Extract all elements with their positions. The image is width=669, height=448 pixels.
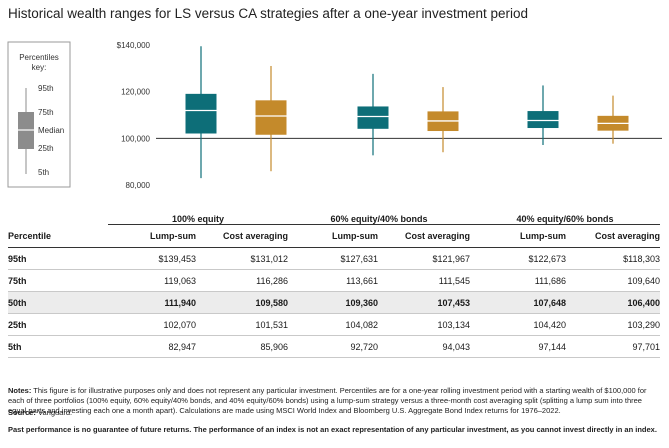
percentiles-key-title-1: Percentiles (19, 53, 59, 62)
table-cell: 119,063 (108, 269, 196, 292)
row-label: 95th (8, 247, 108, 270)
row-label: 25th (8, 313, 108, 336)
table-cell: 97,144 (470, 335, 566, 358)
table-cell: 82,947 (108, 335, 196, 358)
table-row: 5th 82,947 85,906 92,720 94,043 97,144 9… (8, 335, 660, 358)
table-cell: 111,940 (108, 291, 196, 314)
y-tick-label: 80,000 (126, 181, 151, 190)
group-header-100-equity: 100% equity (108, 206, 288, 225)
table-row: 75th 119,063 116,286 113,661 111,545 111… (8, 269, 660, 292)
table-cell: 107,648 (470, 291, 566, 314)
y-tick-label: 100,000 (121, 134, 150, 143)
group-header-40-60: 40% equity/60% bonds (470, 206, 660, 225)
col-header: Lump-sum (108, 224, 196, 248)
table-cell: 97,701 (566, 335, 660, 358)
table-cell: 94,043 (378, 335, 470, 358)
col-header: Lump-sum (470, 224, 566, 248)
key-label-95th: 95th (38, 84, 54, 93)
table-cell: $139,453 (108, 247, 196, 270)
table-cell: 111,686 (470, 269, 566, 292)
key-label-75th: 75th (38, 108, 54, 117)
key-label-5th: 5th (38, 168, 49, 177)
chart-title: Historical wealth ranges for LS versus C… (8, 6, 528, 21)
notes-label: Notes: (8, 386, 32, 395)
table-cell: 85,906 (196, 335, 288, 358)
col-header: Cost averaging (378, 224, 470, 248)
boxplot-chart: Percentiles key: 95th 75th Median 25th 5… (7, 41, 662, 190)
lump-sum-box (185, 93, 217, 134)
table-cell: 109,580 (196, 291, 288, 314)
percentile-header: Percentile (8, 224, 108, 248)
table-corner (8, 206, 108, 225)
source-line: Source: Vanguard. (8, 408, 72, 417)
table-row-median: 50th 111,940 109,580 109,360 107,453 107… (8, 291, 660, 314)
table-row: 95th $139,453 $131,012 $127,631 $121,967… (8, 247, 660, 270)
row-label: 5th (8, 335, 108, 358)
key-label-25th: 25th (38, 144, 54, 153)
table-cell: 104,082 (288, 313, 378, 336)
col-header: Cost averaging (196, 224, 288, 248)
y-tick-label: 120,000 (121, 88, 150, 97)
notes-text: This figure is for illustrative purposes… (8, 386, 647, 415)
disclaimer: Past performance is no guarantee of futu… (8, 425, 657, 434)
table-cell: 103,290 (566, 313, 660, 336)
table-cell: 103,134 (378, 313, 470, 336)
row-label: 75th (8, 269, 108, 292)
key-label-median: Median (38, 126, 64, 135)
cost-averaging-box (255, 100, 287, 135)
row-label: 50th (8, 291, 108, 314)
table-row: 25th 102,070 101,531 104,082 103,134 104… (8, 313, 660, 336)
table-cell: $122,673 (470, 247, 566, 270)
y-tick-label: $140,000 (117, 41, 151, 50)
percentiles-key: Percentiles key: 95th 75th Median 25th 5… (7, 41, 71, 188)
col-header: Cost averaging (566, 224, 660, 248)
percentile-table: 100% equity 60% equity/40% bonds 40% equ… (8, 206, 660, 358)
table-cell: $121,967 (378, 247, 470, 270)
notes-block: Notes: This figure is for illustrative p… (8, 386, 662, 416)
table-cell: 102,070 (108, 313, 196, 336)
table-cell: 106,400 (566, 291, 660, 314)
table-cell: 113,661 (288, 269, 378, 292)
table-cell: $131,012 (196, 247, 288, 270)
source-label: Source: (8, 408, 36, 417)
table-cell: 104,420 (470, 313, 566, 336)
lump-sum-box (357, 106, 389, 129)
lump-sum-box (527, 111, 559, 129)
table-cell: $127,631 (288, 247, 378, 270)
source-text: Vanguard. (38, 408, 73, 417)
table-cell: 101,531 (196, 313, 288, 336)
col-header: Lump-sum (288, 224, 378, 248)
table-cell: 116,286 (196, 269, 288, 292)
table-cell: $118,303 (566, 247, 660, 270)
box-series (185, 46, 629, 179)
table-cell: 92,720 (288, 335, 378, 358)
notes-paragraph: Notes: This figure is for illustrative p… (8, 386, 662, 416)
table-cell: 109,640 (566, 269, 660, 292)
percentiles-key-title-2: key: (32, 63, 47, 72)
table-cell: 107,453 (378, 291, 470, 314)
group-header-60-40: 60% equity/40% bonds (288, 206, 470, 225)
table-cell: 109,360 (288, 291, 378, 314)
table-cell: 111,545 (378, 269, 470, 292)
y-axis: $140,000 120,000 100,000 80,000 (117, 41, 662, 190)
